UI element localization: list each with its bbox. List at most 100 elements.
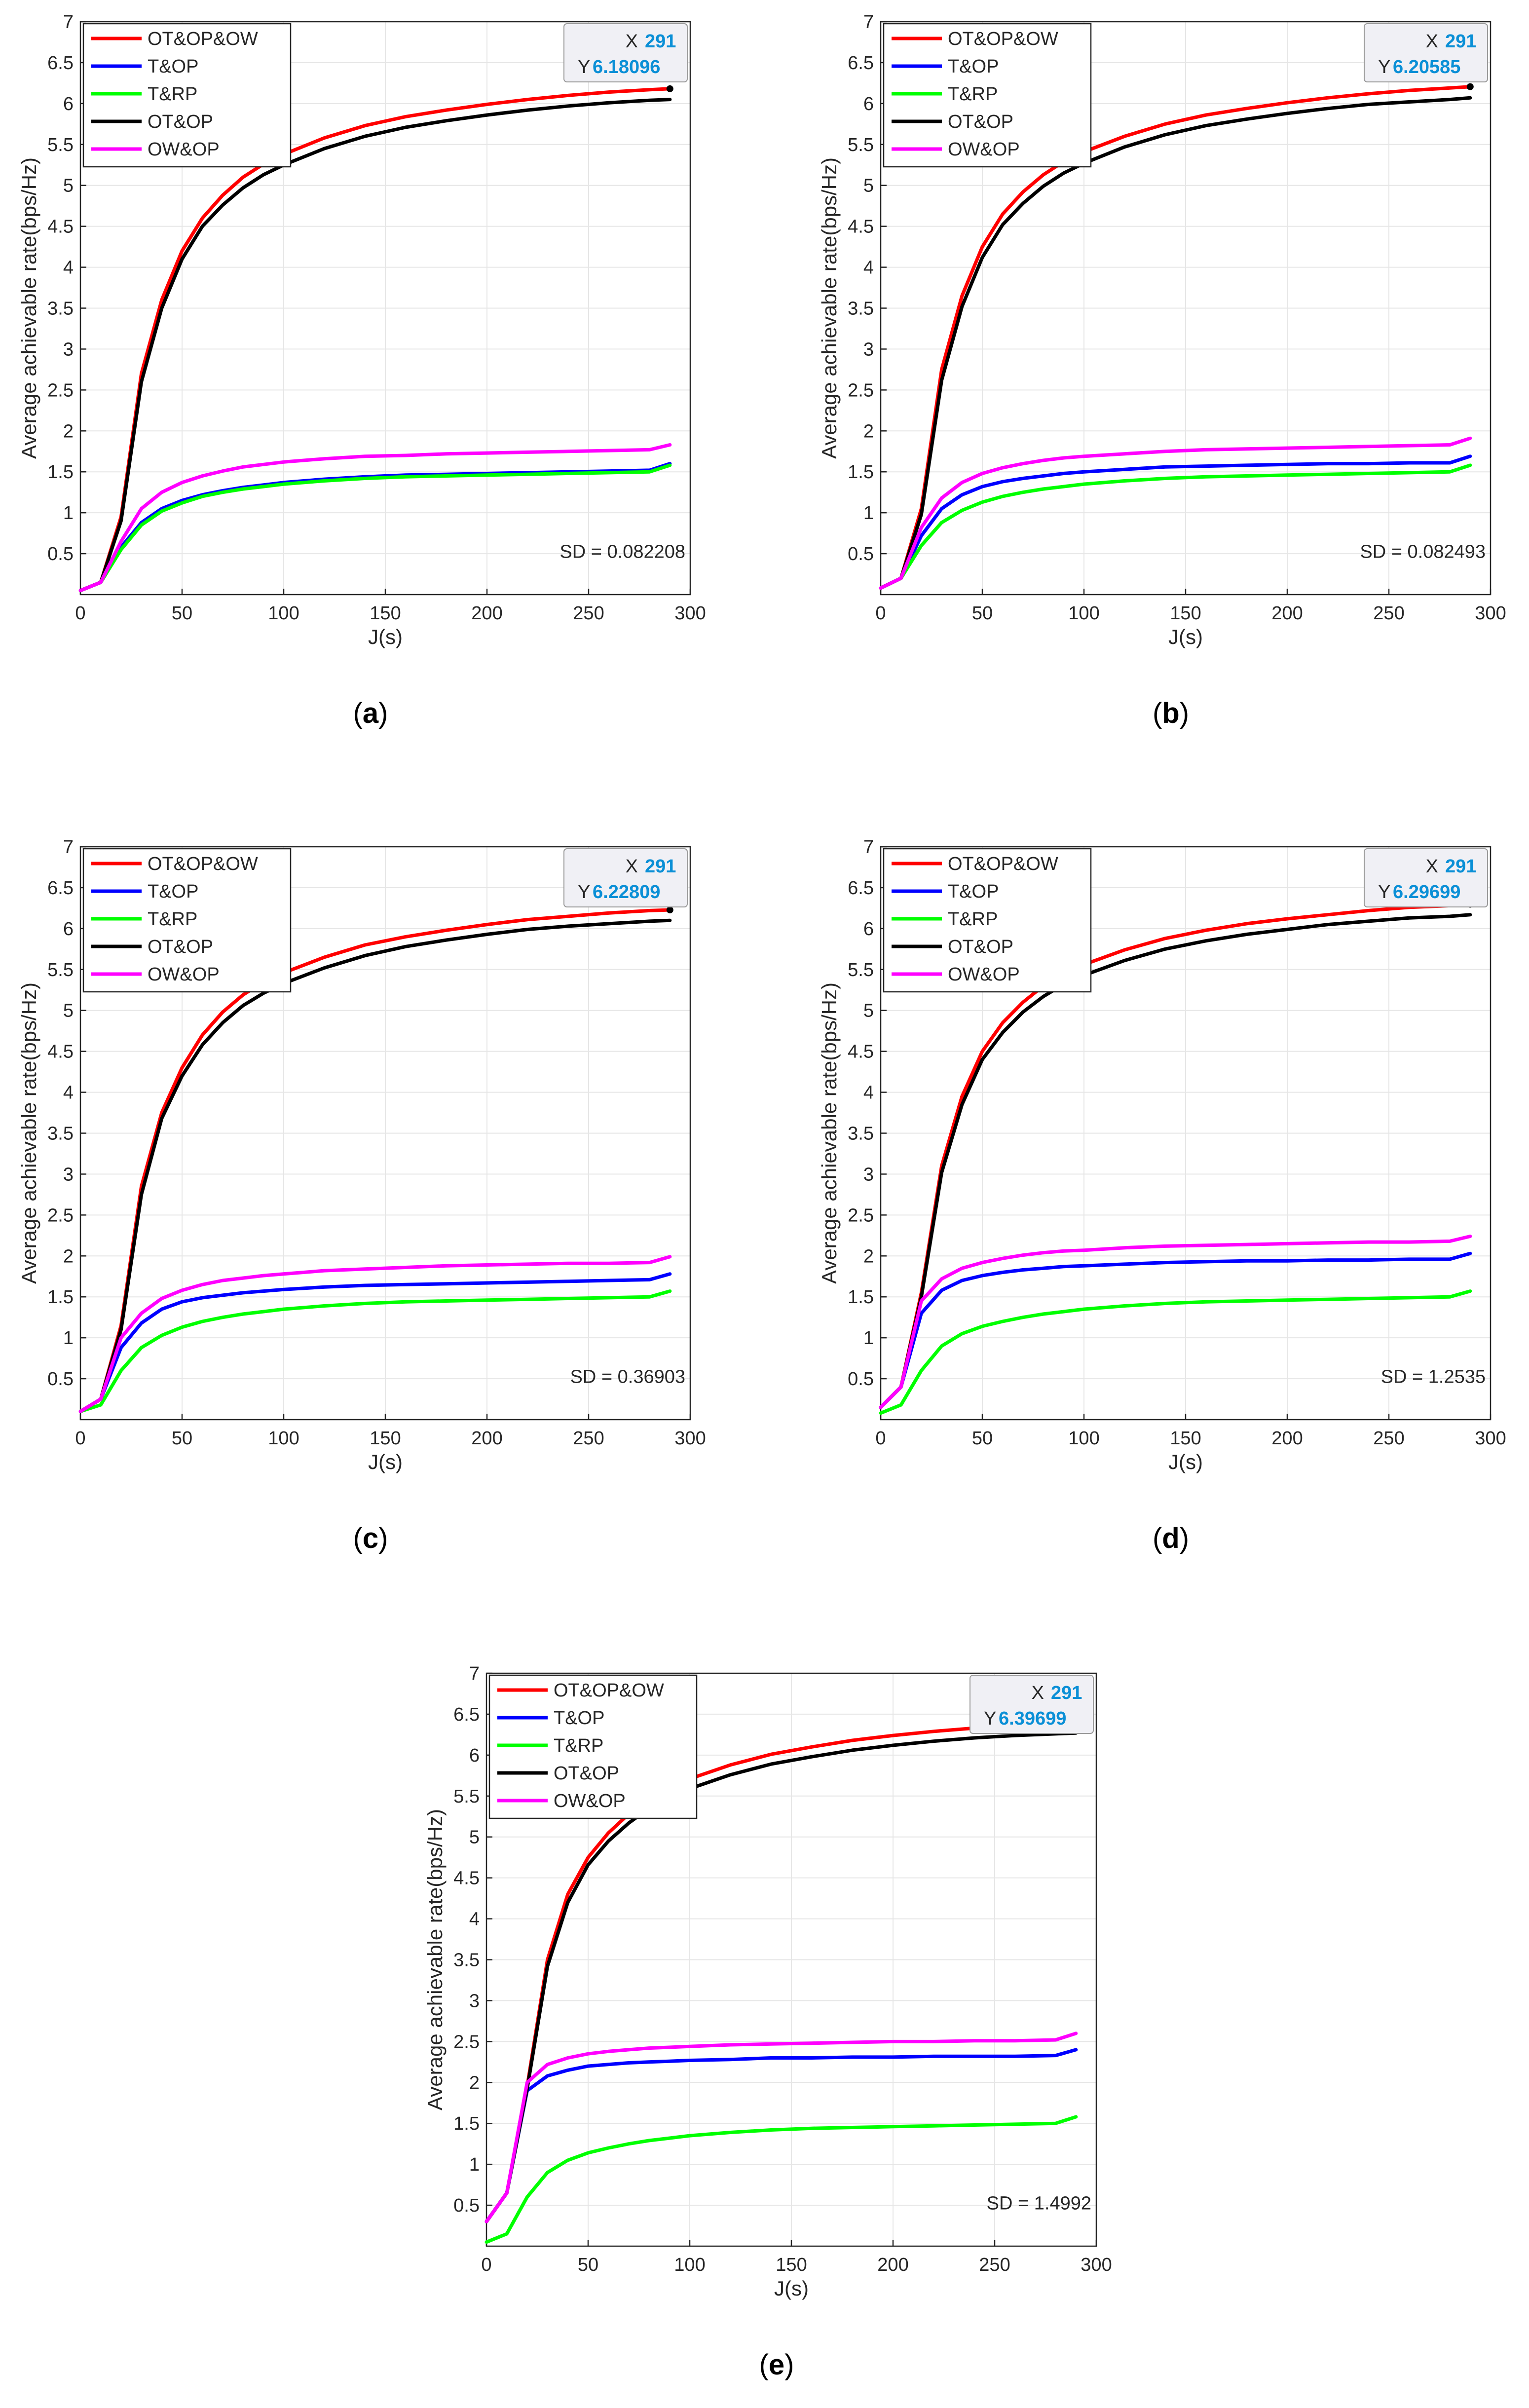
legend-label: OT&OP [948, 112, 1013, 132]
y-tick-label: 5.5 [47, 960, 74, 980]
y-tick-label: 4.5 [47, 1042, 74, 1062]
y-tick-label: 4 [863, 1083, 874, 1103]
datatip-y-value: 6.29699 [1393, 882, 1460, 903]
y-tick-label: 1.5 [47, 1287, 74, 1308]
sd-annotation: SD = 0.36903 [570, 1366, 685, 1387]
panel-caption: (d) [1153, 1522, 1189, 1554]
y-tick-label: 6 [63, 94, 74, 114]
x-tick-label: 0 [75, 603, 85, 624]
x-tick-label: 200 [471, 1428, 502, 1449]
x-tick-label: 200 [877, 2255, 908, 2275]
y-tick-label: 0.5 [47, 1369, 74, 1390]
x-tick-label: 0 [481, 2255, 491, 2275]
y-axis-label: Average achievable rate(bps/Hz) [17, 157, 40, 459]
x-tick-label: 300 [1475, 603, 1506, 624]
y-tick-label: 0.5 [848, 544, 874, 564]
datatip-box [1364, 23, 1488, 82]
y-axis-label: Average achievable rate(bps/Hz) [423, 1809, 447, 2110]
panel-caption-letter: a [363, 697, 379, 729]
y-tick-label: 3 [863, 1164, 874, 1185]
panel-caption: (e) [759, 2349, 794, 2381]
y-tick-label: 2 [469, 2072, 480, 2093]
chart-panel-c: 0.5 1 1.5 2 2.5 3 3.5 4 4.5 5 5.5 6 6.5 7 0 50 100 150 200… [17, 837, 706, 1554]
y-tick-label: 3 [863, 339, 874, 360]
y-tick-label: 5.5 [47, 135, 74, 155]
datatip-y-value: 6.18096 [593, 57, 660, 77]
y-tick-label: 5 [469, 1827, 480, 1848]
legend-label: OW&OP [948, 139, 1020, 160]
y-tick-label: 2.5 [47, 1205, 74, 1226]
legend-label: T&RP [554, 1735, 603, 1756]
panel-caption-letter: c [363, 1522, 378, 1554]
y-tick-label: 2.5 [453, 2032, 480, 2052]
x-axis-label: J(s) [774, 2277, 809, 2300]
datatip-y-label: Y [578, 57, 590, 77]
chart-panel-e: 0.5 1 1.5 2 2.5 3 3.5 4 4.5 5 5.5 6 6.5 7 0 50 100 150 200… [423, 1663, 1112, 2381]
y-tick-label: 4 [63, 1083, 74, 1103]
y-tick-label: 2 [63, 421, 74, 442]
legend-label: OW&OP [148, 964, 220, 985]
legend-label: T&OP [554, 1708, 604, 1729]
x-tick-label: 250 [573, 1428, 604, 1449]
legend-label: T&OP [948, 56, 999, 77]
y-tick-label: 2.5 [848, 380, 874, 401]
legend-label: OW&OP [148, 139, 220, 160]
sd-annotation: SD = 0.082493 [1360, 541, 1486, 562]
datatip-box [563, 23, 688, 82]
x-tick-label: 300 [674, 1428, 706, 1449]
legend-label: T&OP [148, 56, 198, 77]
x-tick-label: 300 [674, 603, 706, 624]
datatip-y-value: 6.20585 [1393, 57, 1460, 77]
x-tick-label: 100 [1068, 603, 1099, 624]
y-tick-label: 3.5 [848, 299, 874, 319]
series-line [485, 2048, 1078, 2223]
datatip-x-value: 291 [645, 856, 676, 877]
panel-caption: (c) [353, 1522, 388, 1554]
datatip-marker [666, 906, 673, 914]
y-tick-label: 6.5 [453, 1704, 480, 1725]
series-line [78, 443, 672, 593]
series-line [879, 1289, 1472, 1415]
y-tick-label: 0.5 [47, 544, 74, 564]
y-tick-label: 6 [63, 919, 74, 940]
legend-label: OT&OP [148, 937, 213, 957]
x-tick-label: 300 [1475, 1428, 1506, 1449]
chart-panel-a: 0.5 1 1.5 2 2.5 3 3.5 4 4.5 5 5.5 6 6.5 7 0 50 100 150 200… [17, 12, 706, 729]
series-line [879, 463, 1472, 590]
y-tick-label: 7 [469, 1663, 480, 1684]
datatip-x-value: 291 [645, 31, 676, 52]
y-tick-label: 1 [863, 1328, 874, 1349]
datatip-x-label: X [1032, 1683, 1044, 1703]
chart-panel-d: 0.5 1 1.5 2 2.5 3 3.5 4 4.5 5 5.5 6 6.5 7 0 50 100 150 200… [818, 837, 1506, 1554]
y-axis-label: Average achievable rate(bps/Hz) [17, 982, 40, 1284]
y-tick-label: 5 [863, 1001, 874, 1021]
legend-label: T&OP [148, 881, 198, 902]
datatip-x-value: 291 [1051, 1683, 1082, 1703]
datatip-y-label: Y [578, 882, 590, 903]
x-tick-label: 0 [75, 1428, 85, 1449]
x-tick-label: 250 [979, 2255, 1010, 2275]
y-tick-label: 5 [863, 176, 874, 196]
series-line [78, 1289, 672, 1413]
y-tick-label: 6 [863, 94, 874, 114]
datatip-y-value: 6.39699 [999, 1708, 1066, 1729]
x-tick-label: 200 [1271, 1428, 1303, 1449]
datatip-x-value: 291 [1445, 31, 1476, 52]
legend-label: OT&OP&OW [148, 854, 258, 874]
y-tick-label: 1 [863, 503, 874, 524]
y-tick-label: 6.5 [47, 878, 74, 899]
x-tick-label: 150 [370, 603, 401, 624]
legend-label: OT&OP [554, 1763, 619, 1784]
y-tick-label: 4.5 [47, 217, 74, 237]
x-tick-label: 50 [172, 603, 192, 624]
y-tick-label: 4 [63, 258, 74, 278]
y-tick-label: 3.5 [453, 1950, 480, 1971]
x-axis-label: J(s) [368, 1450, 403, 1473]
series-line [78, 463, 672, 593]
x-tick-label: 150 [1170, 1428, 1201, 1449]
y-tick-label: 7 [863, 837, 874, 858]
y-tick-label: 1 [63, 503, 74, 524]
x-tick-label: 250 [1373, 603, 1404, 624]
y-tick-label: 3 [469, 1991, 480, 2011]
